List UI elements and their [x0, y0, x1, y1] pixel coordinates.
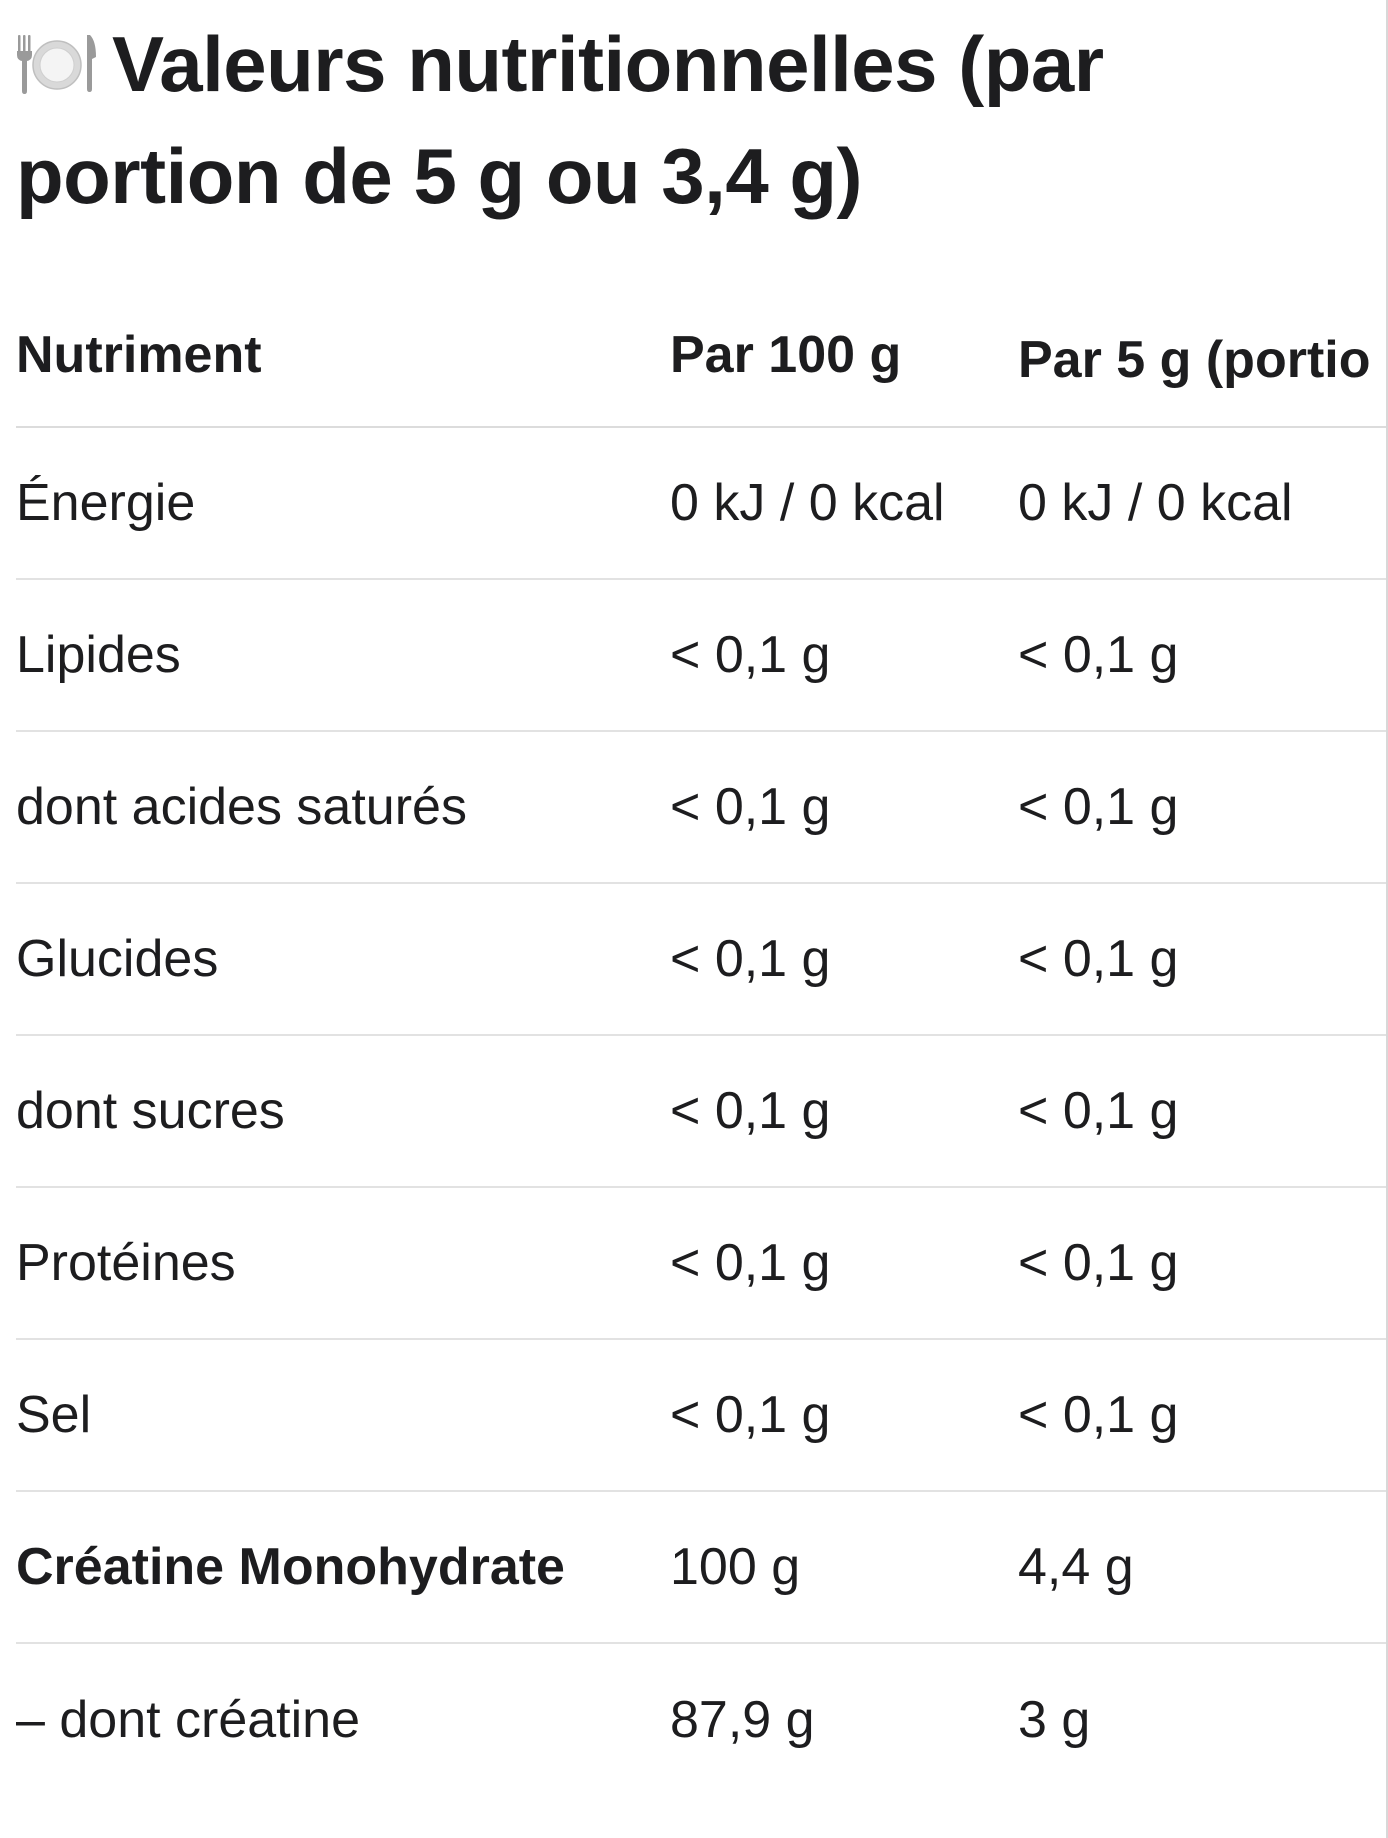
table-row: Créatine Monohydrate 100 g 4,4 g: [16, 1492, 1388, 1644]
per-portion-cell: < 0,1 g: [1018, 930, 1179, 988]
per-portion-cell: < 0,1 g: [1018, 1386, 1179, 1444]
nutrient-cell: Créatine Monohydrate: [16, 1538, 565, 1596]
nutrient-cell: dont sucres: [16, 1082, 285, 1140]
nutrient-cell: Glucides: [16, 930, 219, 988]
section-title: Valeurs nutritionnelles (par portion de …: [16, 20, 1104, 220]
section-heading: Valeurs nutritionnelles (par portion de …: [16, 10, 1176, 230]
per-portion-cell: 4,4 g: [1018, 1538, 1134, 1596]
nutrient-cell: – dont créatine: [16, 1691, 361, 1749]
table-row: – dont créatine 87,9 g 3 g: [16, 1644, 1388, 1796]
per-100g-cell: < 0,1 g: [670, 1082, 831, 1140]
table-row: Énergie 0 kJ / 0 kcal 0 kJ / 0 kcal: [16, 428, 1388, 580]
table-row: Lipides < 0,1 g < 0,1 g: [16, 580, 1388, 732]
per-100g-cell: 100 g: [670, 1538, 801, 1596]
header-nutrient: Nutriment: [16, 326, 262, 384]
per-portion-cell: 0 kJ / 0 kcal: [1018, 474, 1293, 532]
header-per-100g: Par 100 g: [670, 326, 902, 384]
per-100g-cell: < 0,1 g: [670, 1386, 831, 1444]
per-100g-cell: < 0,1 g: [670, 930, 831, 988]
header-per-portion: Par 5 g (portio: [1018, 331, 1371, 389]
per-100g-cell: < 0,1 g: [670, 626, 831, 684]
table-row: Glucides < 0,1 g < 0,1 g: [16, 884, 1388, 1036]
table-header-row: Nutriment Par 100 g Par 5 g (portio: [16, 284, 1388, 428]
per-100g-cell: < 0,1 g: [670, 1234, 831, 1292]
nutrition-table: Nutriment Par 100 g Par 5 g (portio Éner…: [16, 284, 1388, 1838]
table-row: dont acides saturés < 0,1 g < 0,1 g: [16, 732, 1388, 884]
table-row: dont sucres < 0,1 g < 0,1 g: [16, 1036, 1388, 1188]
nutrient-cell: dont acides saturés: [16, 778, 467, 836]
plate-fork-knife-icon: [16, 14, 98, 122]
per-portion-cell: 3 g: [1018, 1691, 1091, 1749]
per-portion-cell: < 0,1 g: [1018, 1082, 1179, 1140]
per-100g-cell: 0 kJ / 0 kcal: [670, 474, 945, 532]
per-100g-cell: < 0,1 g: [670, 778, 831, 836]
table-row: Sel < 0,1 g < 0,1 g: [16, 1340, 1388, 1492]
nutrient-cell: Sel: [16, 1386, 92, 1444]
per-portion-cell: < 0,1 g: [1018, 626, 1179, 684]
table-row: Protéines < 0,1 g < 0,1 g: [16, 1188, 1388, 1340]
per-100g-cell: 87,9 g: [670, 1691, 815, 1749]
nutrient-cell: Énergie: [16, 474, 196, 532]
nutrient-cell: Protéines: [16, 1234, 236, 1292]
per-portion-cell: < 0,1 g: [1018, 778, 1179, 836]
nutrient-cell: Lipides: [16, 626, 181, 684]
per-portion-cell: < 0,1 g: [1018, 1234, 1179, 1292]
scroll-edge-divider: [1386, 0, 1388, 1838]
